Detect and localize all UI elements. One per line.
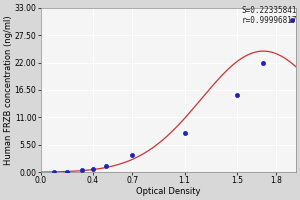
Point	[235, 93, 239, 97]
Point	[91, 167, 95, 170]
Y-axis label: Human FRZB concentration (ng/ml): Human FRZB concentration (ng/ml)	[4, 15, 13, 165]
Point	[103, 165, 108, 168]
Point	[80, 169, 85, 172]
Point	[64, 170, 69, 173]
Point	[182, 132, 187, 135]
Point	[290, 19, 294, 22]
Text: S=0.22335841
r=0.99996817: S=0.22335841 r=0.99996817	[242, 6, 297, 25]
Point	[130, 153, 135, 156]
X-axis label: Optical Density: Optical Density	[136, 187, 200, 196]
Point	[261, 61, 266, 64]
Point	[51, 170, 56, 174]
